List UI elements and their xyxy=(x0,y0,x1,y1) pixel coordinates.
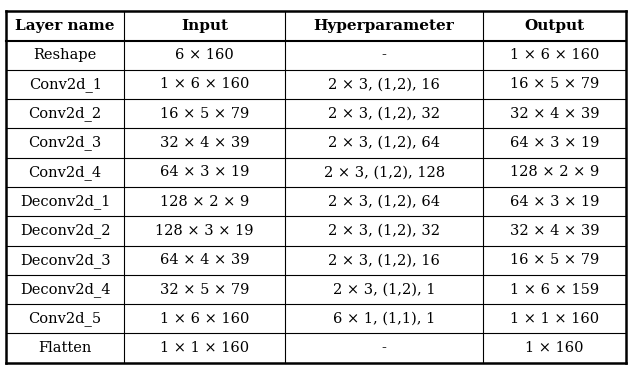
Text: 2 × 3, (1,2), 64: 2 × 3, (1,2), 64 xyxy=(328,136,440,150)
Text: 64 × 3 × 19: 64 × 3 × 19 xyxy=(160,165,249,180)
Text: 128 × 3 × 19: 128 × 3 × 19 xyxy=(155,224,254,238)
Text: Conv2d_1: Conv2d_1 xyxy=(28,77,102,92)
Text: Layer name: Layer name xyxy=(15,19,115,33)
Text: 16 × 5 × 79: 16 × 5 × 79 xyxy=(510,77,599,92)
Text: 1 × 6 × 160: 1 × 6 × 160 xyxy=(160,77,249,92)
Text: 2 × 3, (1,2), 32: 2 × 3, (1,2), 32 xyxy=(328,224,440,238)
Text: 1 × 6 × 160: 1 × 6 × 160 xyxy=(160,312,249,326)
Text: Conv2d_2: Conv2d_2 xyxy=(28,106,102,121)
Text: 64 × 3 × 19: 64 × 3 × 19 xyxy=(510,136,599,150)
Text: 1 × 6 × 160: 1 × 6 × 160 xyxy=(510,48,599,62)
Text: 16 × 5 × 79: 16 × 5 × 79 xyxy=(160,107,249,121)
Text: Deconv2d_1: Deconv2d_1 xyxy=(20,194,111,209)
Text: 1 × 1 × 160: 1 × 1 × 160 xyxy=(510,312,599,326)
Text: 6 × 160: 6 × 160 xyxy=(175,48,234,62)
Text: 2 × 3, (1,2), 16: 2 × 3, (1,2), 16 xyxy=(328,253,440,267)
Text: 2 × 3, (1,2), 16: 2 × 3, (1,2), 16 xyxy=(328,77,440,92)
Text: -: - xyxy=(382,341,387,355)
Text: 2 × 3, (1,2), 128: 2 × 3, (1,2), 128 xyxy=(324,165,445,180)
Text: 32 × 4 × 39: 32 × 4 × 39 xyxy=(509,107,599,121)
Text: 2 × 3, (1,2), 1: 2 × 3, (1,2), 1 xyxy=(333,282,435,297)
Text: 2 × 3, (1,2), 64: 2 × 3, (1,2), 64 xyxy=(328,194,440,209)
Text: -: - xyxy=(382,48,387,62)
Text: 16 × 5 × 79: 16 × 5 × 79 xyxy=(510,253,599,267)
Text: Deconv2d_3: Deconv2d_3 xyxy=(20,253,111,268)
Text: 128 × 2 × 9: 128 × 2 × 9 xyxy=(160,194,249,209)
Text: 2 × 3, (1,2), 32: 2 × 3, (1,2), 32 xyxy=(328,107,440,121)
Text: 32 × 4 × 39: 32 × 4 × 39 xyxy=(160,136,249,150)
Text: 32 × 4 × 39: 32 × 4 × 39 xyxy=(509,224,599,238)
Text: 1 × 1 × 160: 1 × 1 × 160 xyxy=(160,341,249,355)
Text: 6 × 1, (1,1), 1: 6 × 1, (1,1), 1 xyxy=(333,312,435,326)
Text: 128 × 2 × 9: 128 × 2 × 9 xyxy=(510,165,599,180)
Text: Input: Input xyxy=(181,19,228,33)
Text: Output: Output xyxy=(525,19,585,33)
Text: 64 × 4 × 39: 64 × 4 × 39 xyxy=(160,253,249,267)
Text: 64 × 3 × 19: 64 × 3 × 19 xyxy=(510,194,599,209)
Text: Conv2d_4: Conv2d_4 xyxy=(28,165,102,180)
Text: Reshape: Reshape xyxy=(33,48,97,62)
Text: Deconv2d_4: Deconv2d_4 xyxy=(20,282,111,297)
Text: Conv2d_5: Conv2d_5 xyxy=(28,312,102,326)
Text: Hyperparameter: Hyperparameter xyxy=(313,19,454,33)
Text: Flatten: Flatten xyxy=(39,341,92,355)
Text: 32 × 5 × 79: 32 × 5 × 79 xyxy=(160,282,249,297)
Text: Deconv2d_2: Deconv2d_2 xyxy=(20,224,111,238)
Text: 1 × 160: 1 × 160 xyxy=(525,341,584,355)
Text: Conv2d_3: Conv2d_3 xyxy=(28,136,102,150)
Text: 1 × 6 × 159: 1 × 6 × 159 xyxy=(510,282,599,297)
